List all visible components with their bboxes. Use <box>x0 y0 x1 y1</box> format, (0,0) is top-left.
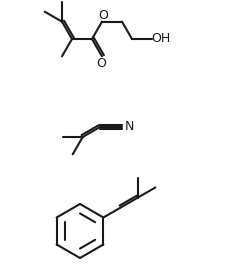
Text: N: N <box>124 121 133 133</box>
Text: O: O <box>98 9 107 22</box>
Text: OH: OH <box>151 32 170 45</box>
Text: O: O <box>96 57 106 70</box>
